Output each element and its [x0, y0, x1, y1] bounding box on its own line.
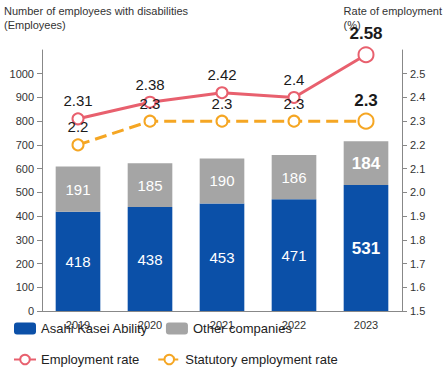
svg-text:500: 500 [16, 186, 34, 198]
svg-text:471: 471 [281, 247, 306, 264]
svg-text:186: 186 [281, 169, 306, 186]
svg-text:190: 190 [209, 172, 234, 189]
svg-text:531: 531 [352, 239, 380, 258]
svg-text:2.42: 2.42 [207, 66, 236, 83]
svg-text:2.3: 2.3 [212, 95, 233, 112]
svg-text:1.9: 1.9 [410, 210, 425, 222]
svg-text:Asahi Kasei Ability: Asahi Kasei Ability [41, 321, 148, 336]
svg-text:1000: 1000 [10, 68, 34, 80]
svg-text:400: 400 [16, 210, 34, 222]
svg-text:184: 184 [352, 154, 381, 173]
svg-text:2.58: 2.58 [349, 24, 382, 43]
svg-text:2.3: 2.3 [354, 91, 378, 110]
svg-text:800: 800 [16, 115, 34, 127]
svg-text:418: 418 [65, 253, 90, 270]
svg-text:700: 700 [16, 139, 34, 151]
svg-text:1.8: 1.8 [410, 234, 425, 246]
svg-text:2022: 2022 [281, 318, 307, 331]
svg-text:438: 438 [137, 251, 162, 268]
svg-text:(Employees): (Employees) [4, 19, 66, 31]
svg-text:185: 185 [137, 177, 162, 194]
svg-text:2.4: 2.4 [410, 91, 425, 103]
svg-text:1.6: 1.6 [410, 281, 425, 293]
svg-text:1.5: 1.5 [410, 305, 425, 317]
svg-text:191: 191 [65, 181, 90, 198]
svg-text:900: 900 [16, 91, 34, 103]
svg-text:600: 600 [16, 163, 34, 175]
svg-text:2.2: 2.2 [410, 139, 425, 151]
svg-text:Other companies: Other companies [193, 321, 292, 336]
svg-text:1.7: 1.7 [410, 258, 425, 270]
svg-text:453: 453 [209, 249, 234, 266]
svg-text:2023: 2023 [354, 319, 378, 331]
svg-text:Statutory employment rate: Statutory employment rate [185, 352, 337, 367]
svg-text:2.5: 2.5 [410, 68, 425, 80]
svg-text:300: 300 [16, 234, 34, 246]
svg-text:2.31: 2.31 [63, 92, 92, 109]
svg-text:Rate of employment: Rate of employment [344, 5, 442, 17]
svg-text:Number of employees with disab: Number of employees with disabilities [4, 5, 189, 17]
svg-text:2.4: 2.4 [284, 71, 305, 88]
svg-text:2.3: 2.3 [140, 95, 161, 112]
svg-text:2.38: 2.38 [135, 76, 164, 93]
svg-text:2.3: 2.3 [410, 115, 425, 127]
svg-text:200: 200 [16, 258, 34, 270]
svg-text:2.3: 2.3 [284, 95, 305, 112]
svg-text:2.1: 2.1 [410, 163, 425, 175]
svg-text:0: 0 [28, 305, 34, 317]
svg-text:2.0: 2.0 [410, 186, 425, 198]
svg-text:Employment rate: Employment rate [41, 352, 139, 367]
svg-text:100: 100 [16, 281, 34, 293]
svg-text:2020: 2020 [137, 318, 163, 331]
svg-text:2.2: 2.2 [68, 118, 89, 135]
